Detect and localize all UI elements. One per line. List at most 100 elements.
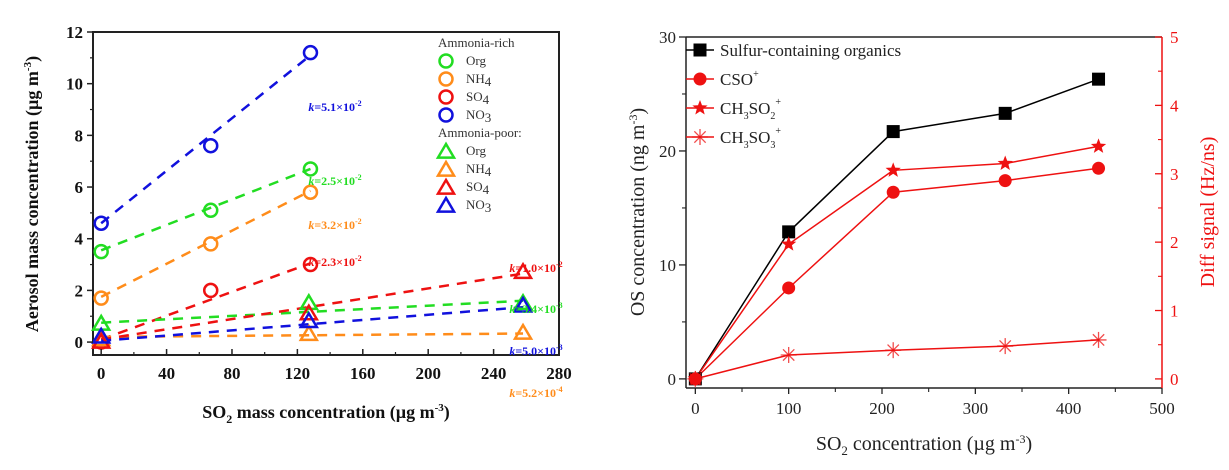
right-y-axis: 0 10 20 30 bbox=[659, 28, 686, 389]
data-point-cso bbox=[998, 174, 1012, 188]
data-point-ammonia-poor-org bbox=[512, 292, 534, 311]
legend-label-ammonia-rich-no3: NO3 bbox=[466, 107, 491, 125]
data-point-ammonia-poor-nh4 bbox=[512, 322, 534, 340]
data-point-ammonia-poor-so4 bbox=[90, 331, 112, 349]
legend-marker-ammonia-poor-so4 bbox=[435, 177, 457, 195]
left-plot-frame bbox=[92, 31, 560, 356]
right-y2-tick-label: 1 bbox=[1170, 302, 1179, 321]
slope-label-ammonia-poor-so4: k=1.0×10-2 bbox=[509, 260, 562, 275]
data-point-cso bbox=[782, 281, 796, 295]
data-point-ammonia-poor-so4 bbox=[512, 261, 534, 280]
right-y-axis-title: OS concentration (ng m-3) bbox=[626, 108, 649, 316]
asterisk-stroke bbox=[782, 348, 795, 362]
data-point-ammonia-poor-org bbox=[298, 292, 320, 311]
right-chart: 0 100 200 300 400 500 0 10 20 30 0 1 2 3 4 5 Sulfur-c… bbox=[626, 28, 1219, 458]
data-point-ch3so3 bbox=[780, 346, 797, 363]
data-point-sulfur-containing-organics bbox=[886, 125, 900, 139]
legend-marker-ammonia-poor-no3 bbox=[435, 195, 457, 213]
fit-line-ammonia-poor-nh4 bbox=[101, 332, 524, 339]
legend-marker-ch3so3 bbox=[692, 129, 708, 145]
fit-line-ammonia-rich-so4 bbox=[100, 262, 311, 341]
left-x-tick-label: 160 bbox=[350, 364, 376, 383]
legend-group-title: Ammonia-poor: bbox=[438, 125, 522, 140]
left-y-tick-label: 4 bbox=[75, 230, 84, 249]
data-point-cso bbox=[1092, 161, 1106, 175]
series-line-sulfur-containing-organics bbox=[694, 78, 1099, 380]
data-point-ch3so3 bbox=[687, 370, 704, 387]
data-point-ammonia-poor-so4 bbox=[298, 303, 320, 321]
slope-label-ammonia-rich-nh4: k=3.2×10-2 bbox=[308, 217, 361, 232]
left-x-tick-label: 120 bbox=[285, 364, 311, 383]
right-y-tick-label: 30 bbox=[659, 28, 676, 47]
legend-marker-ammonia-rich-nh4 bbox=[438, 71, 454, 87]
data-point-sulfur-containing-organics bbox=[782, 225, 796, 239]
legend-marker-ammonia-poor-org bbox=[435, 141, 457, 159]
right-x-tick-label: 0 bbox=[691, 399, 700, 418]
data-point-sulfur-containing-organics bbox=[998, 106, 1012, 120]
legend-label-ammonia-poor-so4: SO4 bbox=[466, 179, 490, 197]
asterisk-stroke bbox=[999, 339, 1012, 353]
slope-label-ammonia-rich-no3: k=5.1×10-2 bbox=[308, 99, 361, 114]
left-chart: 0 40 80 120 160 200 240 280 0 2 4 6 8 10 12 k=2.5×10-… bbox=[22, 23, 572, 426]
asterisk-stroke bbox=[887, 344, 900, 357]
fit-line-ammonia-rich-org bbox=[100, 167, 311, 252]
legend-label-sulfur-containing-organics: Sulfur-containing organics bbox=[720, 41, 901, 60]
data-point-sulfur-containing-organics bbox=[1092, 72, 1106, 86]
data-point-ammonia-rich-nh4 bbox=[202, 236, 219, 252]
legend-label-ammonia-rich-org: Org bbox=[466, 53, 486, 68]
legend-marker-ammonia-rich-no3 bbox=[438, 107, 454, 123]
asterisk-stroke bbox=[689, 372, 702, 386]
left-x-tick-label: 40 bbox=[158, 364, 175, 383]
slope-label-ammonia-poor-no3: k=5.0×10-3 bbox=[509, 343, 562, 358]
legend-marker-ammonia-rich-org bbox=[438, 53, 454, 69]
left-y-tick-label: 2 bbox=[75, 281, 84, 300]
data-point-ch3so3 bbox=[997, 338, 1014, 355]
left-fit-lines bbox=[100, 54, 524, 343]
data-point-ch3so2 bbox=[885, 162, 901, 177]
right-y2-tick-label: 5 bbox=[1170, 28, 1179, 47]
legend-marker-ammonia-poor-nh4 bbox=[435, 159, 457, 177]
right-x-tick-label: 300 bbox=[963, 399, 989, 418]
slope-label-ammonia-rich-so4: k=2.3×10-2 bbox=[308, 254, 361, 269]
left-x-axis: 0 40 80 120 160 200 240 280 bbox=[97, 349, 572, 383]
data-point-ammonia-rich-org bbox=[302, 161, 319, 177]
data-point-ch3so2 bbox=[781, 236, 797, 251]
right-y-tick-label: 0 bbox=[668, 370, 677, 389]
left-slope-labels: k=2.5×10-2 k=3.2×10-2 k=2.3×10-2 k=5.1×10-2… bbox=[308, 99, 562, 400]
data-point-ammonia-poor-nh4 bbox=[90, 329, 112, 347]
right-x-tick-label: 500 bbox=[1149, 399, 1175, 418]
legend-label-ammonia-poor-org: Org bbox=[466, 143, 486, 158]
data-point-ammonia-rich-no3 bbox=[302, 44, 319, 61]
legend-marker-sulfur-containing-organics bbox=[693, 43, 707, 57]
legend-marker-ch3so2 bbox=[692, 100, 708, 115]
left-data-points bbox=[90, 44, 534, 350]
data-point-ammonia-rich-nh4 bbox=[93, 290, 109, 306]
right-y-tick-label: 10 bbox=[659, 256, 676, 275]
right-y2-tick-label: 4 bbox=[1170, 96, 1179, 115]
legend-marker-cso bbox=[693, 72, 707, 86]
data-point-ammonia-rich-org bbox=[93, 243, 109, 260]
left-y-tick-label: 10 bbox=[66, 75, 83, 94]
fit-line-ammonia-rich-nh4 bbox=[100, 189, 312, 298]
data-point-ch3so3 bbox=[885, 342, 902, 359]
data-point-ch3so2 bbox=[997, 155, 1013, 170]
data-point-ammonia-poor-no3 bbox=[90, 326, 112, 344]
data-point-ammonia-rich-so4 bbox=[302, 256, 319, 273]
data-point-ch3so2 bbox=[1090, 138, 1107, 153]
left-y-tick-label: 6 bbox=[75, 178, 84, 197]
right-x-axis-title: SO2 concentration (µg m-3) bbox=[816, 432, 1032, 458]
right-x-tick-label: 100 bbox=[776, 399, 802, 418]
slope-label-ammonia-poor-nh4: k=5.2×10-4 bbox=[509, 385, 562, 400]
data-point-ammonia-poor-no3 bbox=[512, 295, 534, 313]
data-point-ammonia-rich-org bbox=[202, 202, 219, 219]
data-point-ammonia-rich-no3 bbox=[202, 137, 219, 154]
left-x-tick-label: 280 bbox=[546, 364, 572, 383]
right-series-lines bbox=[694, 78, 1099, 380]
legend-label-ch3so3: CH3SO3+ bbox=[720, 126, 781, 151]
data-point-ammonia-rich-no3 bbox=[93, 215, 109, 231]
data-point-ammonia-poor-no3 bbox=[298, 310, 320, 329]
legend-label-cso: CSO+ bbox=[720, 69, 759, 89]
legend-label-ammonia-rich-so4: SO4 bbox=[466, 89, 490, 107]
right-x-axis: 0 100 200 300 400 500 bbox=[691, 388, 1175, 418]
fit-line-ammonia-rich-no3 bbox=[100, 54, 312, 225]
